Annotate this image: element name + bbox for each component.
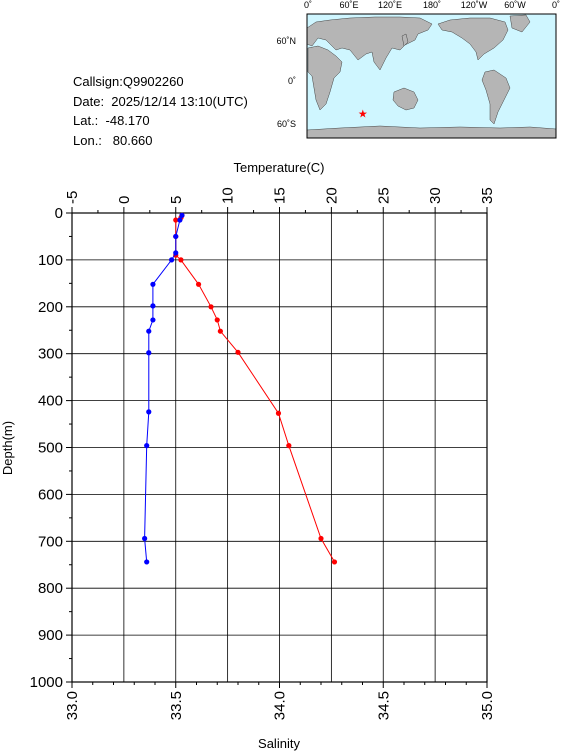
map-lat-label: 0˚	[288, 76, 296, 86]
depth-tick-label: 1000	[30, 674, 63, 691]
salinity-line	[144, 215, 183, 562]
temperature-point	[178, 257, 184, 263]
salinity-point	[144, 559, 150, 565]
landmass-australia	[392, 87, 419, 111]
temperature-tick-label: 25	[375, 187, 392, 204]
salinity-point	[150, 303, 156, 309]
salinity-point	[150, 317, 156, 323]
temperature-line	[175, 215, 335, 563]
map-lon-label: 0˚	[552, 0, 560, 10]
map-frame	[306, 13, 557, 139]
map-land	[306, 14, 557, 139]
salinity-point	[144, 443, 150, 449]
depth-tick-label: 800	[38, 580, 63, 597]
temperature-point	[217, 328, 223, 334]
temperature-axis-label: Temperature(C)	[233, 160, 324, 175]
salinity-point	[150, 281, 156, 287]
temperature-point	[195, 281, 202, 287]
salinity-point	[142, 535, 148, 542]
map-lon-label: 180˚	[423, 0, 441, 10]
salinity-tick-label: 34.5	[375, 691, 392, 720]
temperature-point	[275, 410, 282, 416]
axis-ticks	[66, 207, 488, 688]
landmass-greenland	[509, 14, 531, 33]
temperature-point	[235, 349, 241, 355]
salinity-point	[146, 328, 152, 334]
landmass-north-america	[437, 17, 509, 61]
temperature-series	[173, 212, 338, 565]
salinity-tick-label: 35.0	[479, 691, 496, 720]
station-marker-star: ★	[358, 108, 368, 120]
temperature-point	[214, 317, 220, 323]
depth-axis-label: Depth(m)	[0, 421, 15, 475]
map-lat-label: 60˚S	[277, 119, 296, 129]
map-lon-label: 120˚W	[461, 0, 488, 10]
temperature-tick-label: 5	[168, 196, 185, 204]
depth-tick-label: 0	[55, 205, 63, 222]
temperature-tick-label: 15	[272, 187, 289, 204]
temperature-tick-label: 20	[323, 187, 340, 204]
world-map: 0˚ 60˚E 120˚E 180˚ 120˚W 60˚W 0˚ 60˚N 0˚…	[276, 0, 560, 139]
salinity-point	[146, 350, 152, 356]
salinity-point	[177, 217, 183, 223]
callsign-text: Callsign:Q9902260	[73, 74, 184, 89]
depth-tick-label: 500	[38, 440, 63, 457]
temperature-tick-label: 30	[427, 187, 444, 204]
map-lon-label: 0˚	[304, 0, 312, 10]
station-info: Callsign:Q9902260 Date: 2025/12/14 13:10…	[73, 72, 248, 150]
map-lon-label: 60˚W	[504, 0, 526, 10]
temperature-point	[331, 559, 338, 565]
latitude-text: Lat.: -48.170	[73, 113, 150, 128]
salinity-series	[142, 212, 185, 565]
date-text: Date: 2025/12/14 13:10(UTC)	[73, 93, 248, 109]
map-lon-label: 60˚E	[339, 0, 358, 10]
temperature-point	[173, 217, 179, 223]
landmass-japan	[401, 33, 409, 47]
temperature-point	[208, 304, 214, 310]
temperature-tick-label: -5	[64, 191, 81, 204]
landmass-africa	[307, 45, 343, 111]
temperature-tick-label: 0	[116, 196, 133, 204]
longitude-text: Lon.: 80.660	[73, 132, 153, 148]
salinity-axis-label: Salinity	[258, 736, 300, 751]
map-lat-label: 60˚N	[276, 36, 296, 46]
salinity-tick-label: 33.5	[168, 691, 185, 720]
temperature-tick-label: 35	[479, 187, 496, 204]
salinity-tick-label: 34.0	[272, 691, 289, 720]
temperature-point	[318, 535, 324, 542]
salinity-point	[173, 233, 179, 240]
landmass-eurasia	[306, 16, 433, 71]
salinity-point	[146, 409, 152, 415]
map-lat-labels: 60˚N 0˚ 60˚S	[276, 36, 296, 129]
map-lon-label: 120˚E	[378, 0, 402, 10]
grid	[72, 213, 487, 682]
depth-tick-label: 400	[38, 393, 63, 410]
temperature-point	[286, 443, 292, 449]
temperature-tick-label: 10	[220, 187, 237, 204]
depth-tick-label: 300	[38, 346, 63, 363]
depth-tick-label: 200	[38, 299, 63, 316]
salinity-point	[179, 212, 185, 218]
salinity-point	[173, 250, 179, 256]
depth-tick-label: 100	[38, 252, 63, 269]
depth-tick-label: 600	[38, 486, 63, 503]
depth-tick-label: 900	[38, 627, 63, 644]
salinity-point	[169, 257, 175, 263]
landmass-south-america	[481, 69, 511, 125]
salinity-tick-label: 33.0	[64, 691, 81, 720]
depth-tick-label: 700	[38, 533, 63, 550]
map-lon-labels: 0˚ 60˚E 120˚E 180˚ 120˚W 60˚W 0˚	[304, 0, 560, 10]
